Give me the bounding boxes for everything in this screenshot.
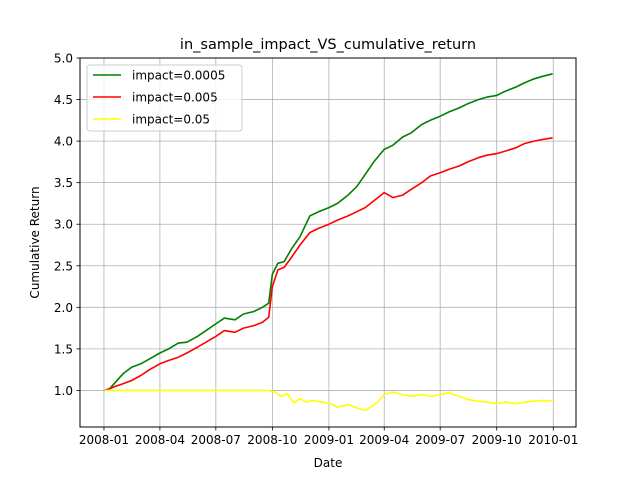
y-tick-label: 4.5 [54, 93, 73, 107]
series-line-1 [104, 73, 553, 392]
y-tick-label: 2.0 [54, 301, 73, 315]
y-tick-label: 3.0 [54, 218, 73, 232]
legend-label-1: impact=0.0005 [132, 69, 225, 83]
y-tick-label: 5.0 [54, 52, 73, 66]
y-tick-label: 1.0 [54, 384, 73, 398]
series-line-2 [104, 137, 553, 392]
y-tick-label: 4.0 [54, 135, 73, 149]
chart-title: in_sample_impact_VS_cumulative_return [180, 37, 476, 53]
y-axis-label: Cumulative Return [28, 186, 42, 298]
x-tick-label: 2009-07 [415, 433, 465, 447]
x-axis-label: Date [314, 456, 343, 470]
x-tick-label: 2008-04 [135, 433, 185, 447]
x-tick-label: 2009-01 [304, 433, 354, 447]
plot-frame [79, 57, 577, 428]
x-tick-label: 2009-10 [472, 433, 522, 447]
x-tick-label: 2008-10 [247, 433, 297, 447]
y-tick-label: 3.5 [54, 176, 73, 190]
x-tick-label: 2009-04 [359, 433, 409, 447]
legend: impact=0.0005 impact=0.005 impact=0.05 [86, 64, 243, 132]
series-line-3 [104, 389, 553, 412]
y-tick-label: 1.5 [54, 342, 73, 356]
y-tick-label: 2.5 [54, 259, 73, 273]
x-tick-label: 2010-01 [528, 433, 578, 447]
x-tick-label: 2008-07 [191, 433, 241, 447]
x-tick-label: 2008-01 [79, 433, 129, 447]
legend-label-2: impact=0.005 [132, 91, 218, 105]
series-lines [104, 73, 553, 412]
legend-box [86, 64, 243, 132]
axis-ticks: 2008-01 2008-04 2008-07 2008-10 2009-01 2009-… [54, 52, 578, 448]
legend-label-3: impact=0.05 [132, 113, 210, 127]
